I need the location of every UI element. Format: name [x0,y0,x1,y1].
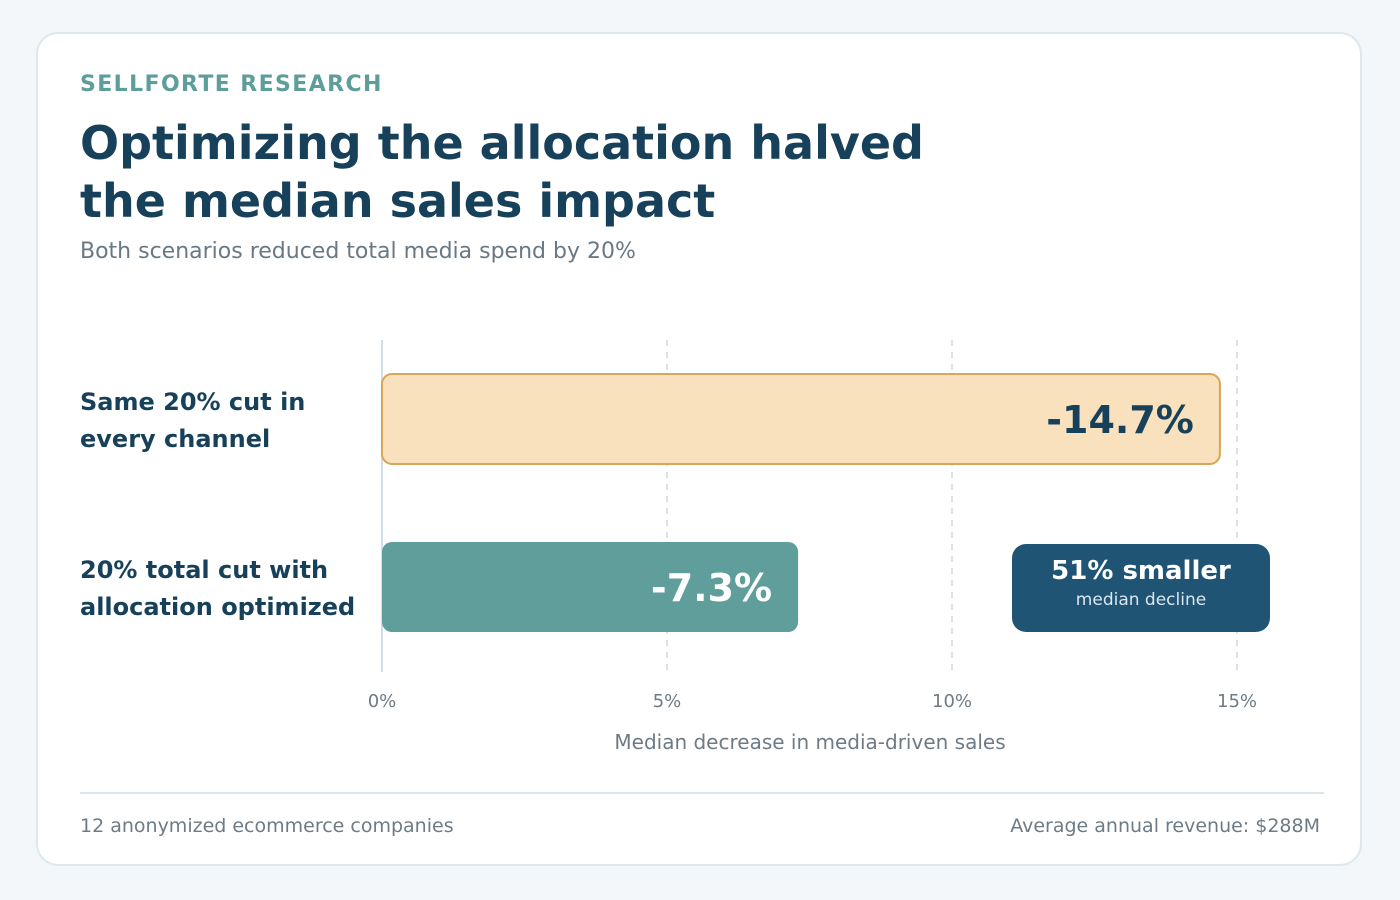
reduction-annotation-badge: 51% smaller median decline [1012,544,1270,632]
bar-data-label-0: -14.7% [1046,398,1194,442]
x-tick-label-5: 5% [652,691,682,712]
category-label-uniform-cut: Same 20% cut in every channel [80,388,306,453]
eyebrow-label: SELLFORTE RESEARCH [80,72,383,97]
footer-divider [80,792,1324,794]
category-label-optimized-cut: 20% total cut with allocation optimized [80,556,356,621]
chart-subtitle: Both scenarios reduced total media spend… [80,239,636,264]
footer-sample-note: 12 anonymized ecommerce companies [80,815,454,837]
x-tick-label-15: 15% [1216,691,1258,712]
bar-data-label-1: -7.3% [651,566,772,610]
annotation-main-text: 51% smaller [1051,556,1231,586]
footer-revenue-note: Average annual revenue: $288M [1010,815,1320,837]
x-axis-title: Median decrease in media-driven sales [614,730,1006,754]
bar-0 [381,373,1221,465]
x-tick-label-10: 10% [931,691,973,712]
bar-1 [382,542,799,632]
x-tick-label-0: 0% [367,691,397,712]
chart-card: SELLFORTE RESEARCH Optimizing the alloca… [36,32,1362,866]
chart-title: Optimizing the allocation halved the med… [80,116,924,228]
annotation-sub-text: median decline [1075,590,1207,610]
